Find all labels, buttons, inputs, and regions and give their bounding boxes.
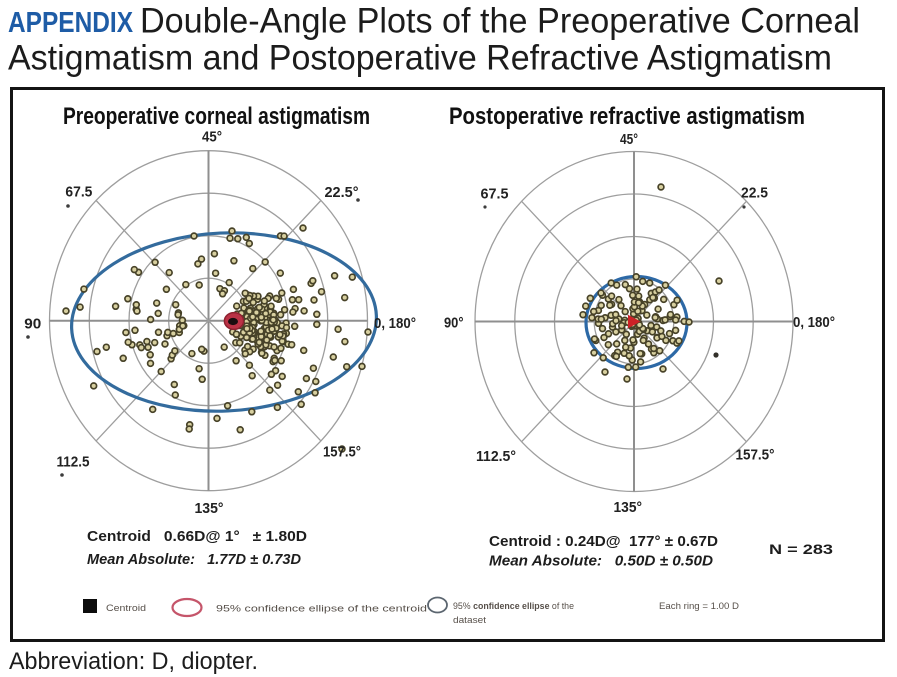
svg-text:90: 90 bbox=[24, 316, 41, 333]
svg-text:Double-Angle Plots of the Preo: Double-Angle Plots of the Preoperative C… bbox=[140, 2, 860, 41]
svg-text:135°: 135° bbox=[195, 500, 224, 517]
svg-text:112.5: 112.5 bbox=[57, 454, 90, 471]
svg-text:157.5°: 157.5° bbox=[736, 447, 775, 464]
svg-text:95% confidence ellipse of the: 95% confidence ellipse of the bbox=[453, 601, 574, 612]
svg-text:Mean Absolute: 0.50D ± 0.50D: Mean Absolute: 0.50D ± 0.50D bbox=[489, 554, 714, 570]
svg-text:22.5°: 22.5° bbox=[325, 184, 359, 201]
svg-text:Centroid : 0.24D@ 177° ± 0.67: Centroid : 0.24D@ 177° ± 0.67D bbox=[489, 534, 718, 550]
svg-text:0, 180°: 0, 180° bbox=[793, 314, 835, 331]
svg-text:22.5: 22.5 bbox=[741, 185, 768, 202]
svg-text:0, 180°: 0, 180° bbox=[374, 315, 416, 332]
svg-text:Preoperative corneal astigmati: Preoperative corneal astigmatism bbox=[63, 103, 370, 130]
svg-text:APPENDIX: APPENDIX bbox=[8, 7, 133, 39]
svg-text:45°: 45° bbox=[620, 131, 638, 148]
svg-text:95% confidence ellipse of the: 95% confidence ellipse of the centroid bbox=[216, 604, 427, 615]
svg-text:112.5°: 112.5° bbox=[476, 448, 516, 465]
svg-text:67.5: 67.5 bbox=[65, 184, 92, 201]
svg-text:135°: 135° bbox=[614, 499, 643, 516]
svg-text:90°: 90° bbox=[444, 315, 464, 332]
svg-text:Centroid 0.66D@ 1° ± 1.80D: Centroid 0.66D@ 1° ± 1.80D bbox=[87, 529, 307, 545]
svg-text:157.5°: 157.5° bbox=[323, 444, 361, 461]
svg-text:45°: 45° bbox=[202, 129, 222, 146]
svg-text:N = 283: N = 283 bbox=[769, 541, 833, 557]
svg-text:Postoperative refractive astig: Postoperative refractive astigmatism bbox=[449, 103, 805, 130]
svg-text:Each ring = 1.00 D: Each ring = 1.00 D bbox=[659, 601, 739, 612]
svg-text:Astigmatism and Postoperative: Astigmatism and Postoperative Refractive… bbox=[8, 39, 832, 78]
svg-text:Centroid: Centroid bbox=[106, 603, 146, 614]
svg-text:67.5: 67.5 bbox=[481, 186, 509, 203]
svg-text:Abbreviation: D, diopter.: Abbreviation: D, diopter. bbox=[9, 648, 258, 675]
svg-text:Mean Absolute: 1.77D ± 0.73D: Mean Absolute: 1.77D ± 0.73D bbox=[87, 552, 302, 568]
svg-text:dataset: dataset bbox=[453, 615, 486, 626]
